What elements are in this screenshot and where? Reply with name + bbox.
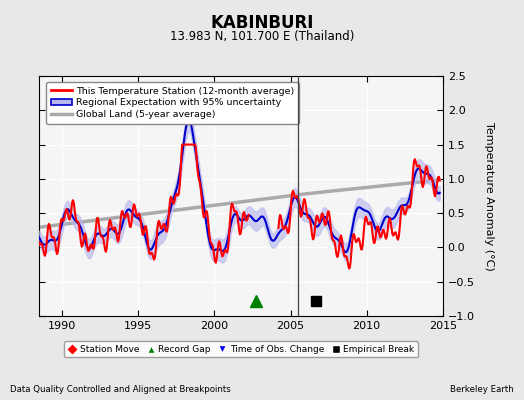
Y-axis label: Temperature Anomaly (°C): Temperature Anomaly (°C) bbox=[484, 122, 494, 270]
Text: Berkeley Earth: Berkeley Earth bbox=[450, 385, 514, 394]
Legend: This Temperature Station (12-month average), Regional Expectation with 95% uncer: This Temperature Station (12-month avera… bbox=[46, 82, 299, 124]
Text: Data Quality Controlled and Aligned at Breakpoints: Data Quality Controlled and Aligned at B… bbox=[10, 385, 231, 394]
Legend: Station Move, Record Gap, Time of Obs. Change, Empirical Break: Station Move, Record Gap, Time of Obs. C… bbox=[64, 341, 418, 358]
Text: 13.983 N, 101.700 E (Thailand): 13.983 N, 101.700 E (Thailand) bbox=[170, 30, 354, 43]
Text: KABINBURI: KABINBURI bbox=[210, 14, 314, 32]
